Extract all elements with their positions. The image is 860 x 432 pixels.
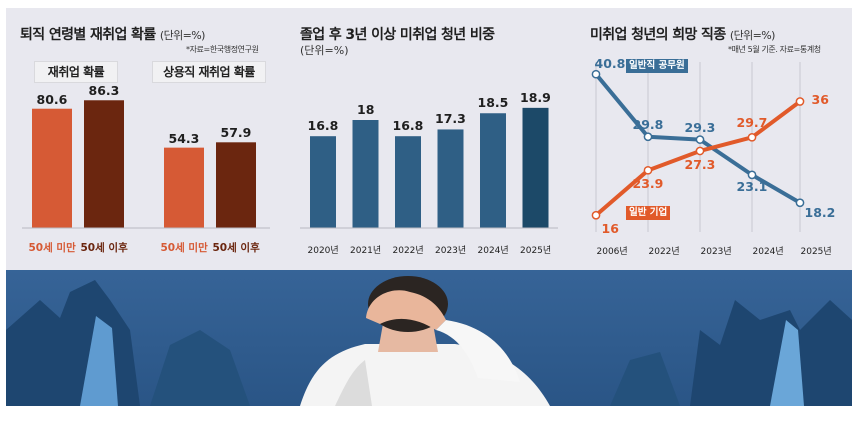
chart2-unit: (단위=%)	[300, 44, 349, 57]
person-hand	[366, 290, 446, 330]
city-right-2	[610, 352, 680, 406]
chart3-point	[695, 135, 705, 144]
city-right	[690, 300, 852, 406]
chart3-lines	[591, 69, 805, 220]
chart3-point	[643, 132, 653, 142]
chart2-category-label: 2025년	[520, 246, 552, 256]
chart3-value-label: 29.7	[736, 115, 768, 131]
chart2-bar	[310, 136, 336, 228]
chart-panel	[6, 8, 852, 270]
chart2-bar	[395, 136, 421, 228]
chart3-value-label: 29.3	[684, 119, 716, 135]
chart3-source-note: *매년 5월 기준. 자료=통계청	[728, 45, 821, 54]
chart2-bars	[310, 107, 549, 228]
chart3-x-tick: 2025년	[800, 247, 832, 257]
chart2-bar	[352, 120, 379, 228]
chart1-value-label: 80.6	[36, 91, 68, 107]
city-left-2	[150, 330, 250, 406]
chart3-value-label: 40.8	[594, 56, 626, 72]
chart2-value-label: 18.5	[477, 95, 509, 111]
chart1-category-label: 50세 미만	[160, 242, 208, 254]
chart3-value-label: 27.3	[684, 156, 716, 172]
building-right-light	[770, 320, 804, 406]
chart3-point	[795, 198, 805, 208]
chart1-source-note: *자료=한국행정연구원	[186, 45, 259, 54]
person-arm	[436, 320, 520, 382]
chart3-value-label: 23.1	[736, 178, 768, 194]
chart3-value-label: 29.8	[632, 116, 664, 132]
chart1-bar	[164, 147, 204, 228]
chart2-bar	[522, 107, 549, 228]
chart2-category-label: 2022년	[392, 246, 424, 256]
chart3-value-label: 23.9	[632, 176, 664, 192]
chart2-value-label: 18.9	[520, 89, 551, 105]
chart3-value-label: 16	[601, 221, 619, 237]
chart3-x-tick: 2006년	[596, 247, 628, 257]
chart3-x-tick: 2024년	[752, 247, 784, 257]
chart3-value-label: 18.2	[804, 204, 836, 220]
chart2-category-label: 2024년	[477, 246, 509, 256]
chart3-title: 미취업 청년의 희망 직종 (단위=%)	[590, 27, 776, 43]
chart2-value-label: 17.3	[435, 111, 466, 127]
chart3-point	[695, 146, 705, 156]
chart3-x-tick: 2022년	[648, 247, 680, 257]
chart1-category-label: 50세 이후	[212, 242, 260, 254]
chart3-x-tick: 2023년	[700, 247, 732, 257]
chart3-unit: (단위=%)	[729, 29, 776, 42]
chart3-series-label: 일반직 공무원	[626, 59, 688, 73]
shirt-shade	[335, 360, 372, 406]
chart1-value-label: 57.9	[220, 125, 252, 141]
chart1-category-label: 50세 미만	[28, 242, 76, 254]
chart1-bar	[216, 142, 256, 228]
chart1-bar	[32, 108, 72, 228]
chart1-bar	[84, 100, 124, 228]
chart1-unit: (단위=%)	[159, 29, 206, 42]
chart3-point	[591, 210, 601, 220]
chart3-point	[747, 170, 757, 180]
chart1-group2-label: 상용직 재취업 확률	[152, 61, 266, 83]
chart1-value-label: 54.3	[168, 130, 200, 146]
chart3-point	[591, 69, 601, 79]
chart3-series-label: 일반 기업	[626, 206, 671, 220]
chart3-point	[795, 97, 805, 106]
chart2-category-label: 2023년	[435, 246, 467, 256]
chart3-point	[643, 165, 653, 175]
chart2-value-label: 16.8	[392, 118, 424, 134]
chart2-category-label: 2021년	[350, 246, 382, 256]
chart3-grid	[595, 62, 801, 232]
chart1-title: 퇴직 연령별 재취업 확률 (단위=%)	[20, 27, 206, 43]
chart2-value-label: 16.8	[307, 118, 339, 134]
chart2-bar	[480, 113, 506, 228]
chart1-group1-label: 재취업 확률	[34, 61, 118, 83]
chart1-category-label: 50세 이후	[80, 242, 128, 254]
chart2-bar	[437, 129, 464, 228]
chart2-category-label: 2020년	[307, 246, 339, 256]
chart2-value-label: 18	[357, 102, 375, 117]
chart1-bars	[32, 100, 256, 228]
chart2-title: 졸업 후 3년 이상 미취업 청년 비중	[300, 27, 495, 43]
chart1-value-label: 86.3	[88, 83, 120, 99]
chart3-value-label: 36	[811, 91, 829, 107]
building-left-light	[80, 316, 118, 406]
chart3-point	[747, 132, 757, 142]
